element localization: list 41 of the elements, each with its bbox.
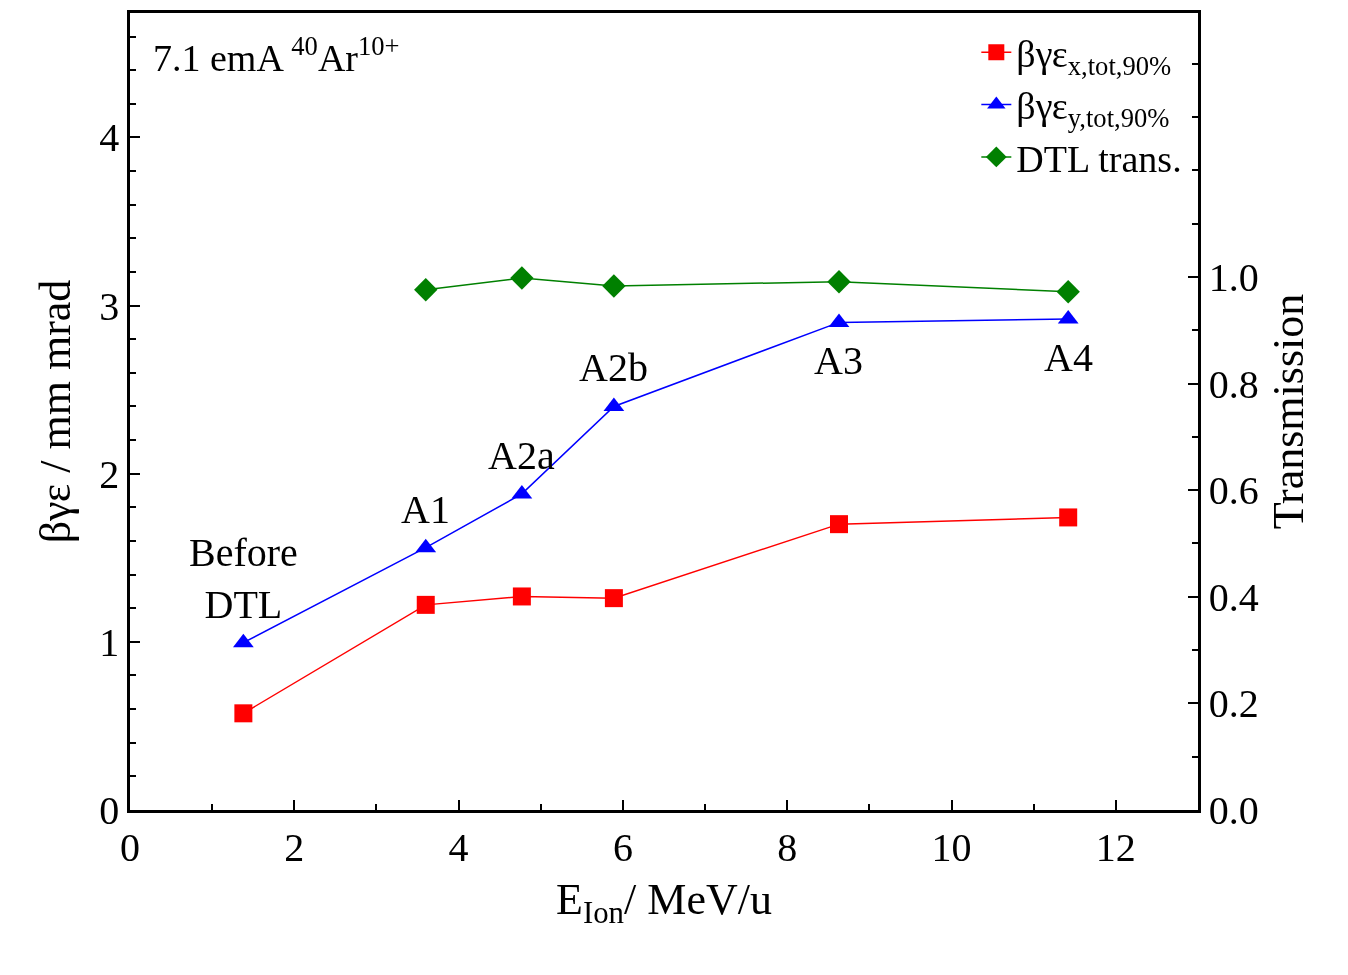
point [829, 515, 848, 534]
annotation: A2a [488, 433, 555, 478]
annotation: 7.1 emA $^{40}$Ar$^{10+}$ [153, 31, 400, 79]
legend-label: βγε$_{y,tot,90%}$ [1016, 85, 1170, 134]
point [1059, 508, 1078, 527]
annotation: A2b [579, 345, 648, 390]
point [602, 274, 626, 298]
point [414, 277, 438, 302]
x-tick-label: 12 [1095, 824, 1136, 870]
y-tick-label: 0 [99, 788, 120, 833]
annotation: A3 [814, 338, 863, 383]
y-axis-title: βγε / mm mrad [31, 279, 81, 544]
y2-tick-label: 1.0 [1208, 254, 1259, 300]
y-tick-label: 2 [99, 451, 120, 497]
point [416, 595, 435, 614]
y2-axis-title: Transmission [1264, 293, 1314, 530]
x-tick-label: 6 [612, 824, 633, 870]
point [234, 704, 253, 723]
x-tick-label: 10 [931, 824, 972, 870]
x-tick-label: 8 [777, 824, 798, 870]
y2-tick-label: 0.6 [1208, 468, 1259, 514]
y-tick-label: 3 [99, 283, 120, 329]
point [604, 589, 623, 608]
legend-label: βγε$_{x,tot,90%}$ [1016, 32, 1172, 81]
x-tick-label: 4 [448, 824, 469, 870]
y2-tick-label: 0.4 [1208, 574, 1259, 620]
y2-tick-label: 0.2 [1208, 681, 1259, 727]
annotation: A1 [401, 487, 450, 532]
point [827, 269, 851, 294]
y-tick-label: 1 [99, 619, 120, 665]
y2-tick-label: 0.0 [1208, 788, 1259, 833]
point [1056, 280, 1080, 304]
y-tick-label: 4 [99, 115, 120, 161]
y2-tick-label: 0.8 [1208, 361, 1259, 407]
point [512, 587, 531, 606]
x-axis-title: E$_{Ion}$/ MeV/u [556, 875, 772, 931]
point [510, 266, 534, 290]
legend-label: DTL trans. [1016, 137, 1182, 180]
annotation: Before DTL [189, 530, 298, 627]
annotation: A4 [1044, 335, 1093, 380]
x-tick-label: 2 [284, 824, 305, 870]
